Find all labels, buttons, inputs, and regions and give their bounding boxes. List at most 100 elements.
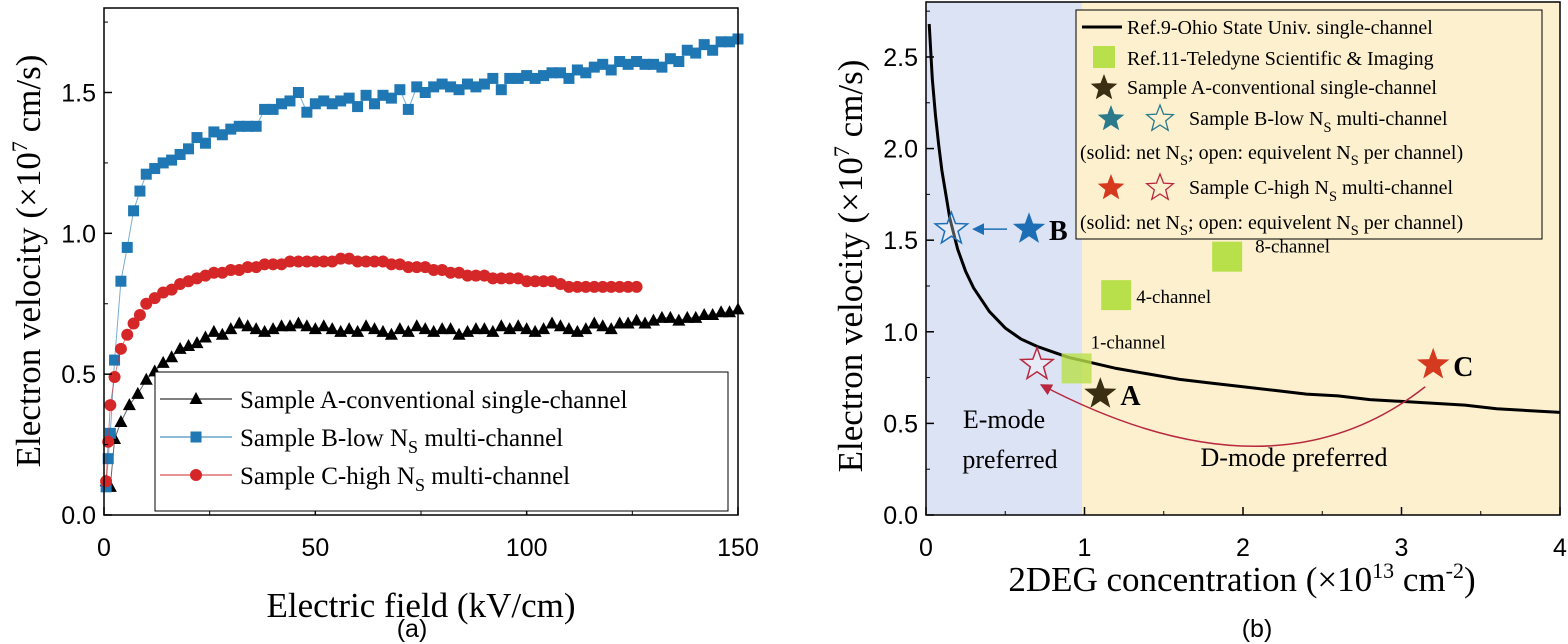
panel-a-series-1-point <box>529 72 541 84</box>
panel-a-series-2-point <box>402 261 415 274</box>
panel-a-series-0-point <box>300 319 314 332</box>
panel-a-series-1-point <box>128 205 140 217</box>
panel-b-y-tick-label: 2.0 <box>883 136 918 164</box>
panel-a-series-0-point <box>249 322 263 335</box>
panel-a-series-1-point <box>495 84 507 96</box>
panel-a-series-2-point <box>309 255 322 268</box>
panel-a-series-2-point <box>588 280 601 293</box>
sample-b-letter: B <box>1049 216 1068 247</box>
panel-a-series-1-point <box>546 67 558 79</box>
panel-a-series-0-point <box>630 313 644 326</box>
panel-a-x-tick-label: 0 <box>97 534 111 562</box>
panel-a-series-1-point <box>402 103 414 115</box>
panel-a-series-0-point <box>486 324 500 337</box>
sample-c-letter: C <box>1453 352 1473 383</box>
panel-b-legend: Ref.9-Ohio State Univ. single-channel Ref… <box>1075 9 1543 240</box>
legend-teledyne-label: Ref.11-Teledyne Scientific & Imaging <box>1127 48 1434 70</box>
teledyne-point-label: 4-channel <box>1136 287 1211 308</box>
panel-a-series-2-point <box>292 255 305 268</box>
panel-a-series-0-point <box>190 336 204 349</box>
panel-a-x-tick-label: 100 <box>506 534 548 562</box>
panel-a-series-1-point <box>166 154 178 166</box>
panel-a-series-0-point <box>342 322 356 335</box>
sample-c-solid-star <box>1417 347 1450 379</box>
panel-b-ticks: 0 1 2 3 4 0.0 0.5 1.0 1.5 2.0 2.5 <box>883 10 1567 562</box>
panel-a-series-1-point <box>233 120 245 132</box>
panel-a-series-1-point <box>394 84 406 96</box>
panel-a-series-2-point <box>562 280 575 293</box>
legend-sample-b-solid-star <box>1097 105 1125 131</box>
panel-a-series-2-point <box>444 266 457 279</box>
panel-a-series-0-point <box>114 415 128 428</box>
panel-a-series-1-point <box>104 427 116 439</box>
panel-a-series-0-point <box>477 322 491 335</box>
panel-a-series-2-point <box>334 252 347 265</box>
panel-a-series-1-point <box>102 453 114 465</box>
panel-a-series-2-point <box>207 266 220 279</box>
panel-a-series-1-point <box>121 241 133 253</box>
teledyne-point <box>1212 241 1243 272</box>
panel-a-series-1-point <box>504 72 516 84</box>
panel-a-series-1-point <box>605 64 617 76</box>
panel-a-series-0-point <box>224 322 238 335</box>
panel-a-series-1-point <box>664 53 676 65</box>
panel-a-series-1-point <box>580 67 592 79</box>
panel-a-series-2-point <box>571 280 584 293</box>
panel-a-series-0-point <box>384 327 398 340</box>
panel-a-series-1-point <box>478 78 490 90</box>
panel-a-legend-label-2: Sample C-high NS multi-channel <box>240 463 570 495</box>
panel-a-x-axis-label: Electric field (kV/cm) <box>266 586 575 625</box>
panel-a-series-2-point <box>529 275 542 288</box>
panel-a-series-2-point <box>503 272 516 285</box>
panel-a-series-2-point <box>605 280 618 293</box>
panel-a-series-0-point <box>562 322 576 335</box>
legend-note-c: (solid: net NS; open: equivelent NS per … <box>1080 212 1463 239</box>
panel-a-series-0-point <box>520 322 534 335</box>
panel-a-series-1-point <box>411 81 423 93</box>
panel-a-caption: (a) <box>397 615 428 643</box>
panel-a-series-1-point <box>335 95 347 107</box>
panel-a-series-0-point <box>122 398 136 411</box>
panel-b-y-tick-label: 0.5 <box>883 410 918 438</box>
panel-a-series-1-point <box>707 44 719 56</box>
panel-a-legend-marker <box>189 392 203 404</box>
panel-a-series-2-point <box>104 399 117 412</box>
panel-a-series-1-point <box>724 36 736 48</box>
panel-a-series-0-point <box>537 322 551 335</box>
panel-a-series-0-point <box>207 324 221 337</box>
panel-a-x-tick-label: 50 <box>301 534 329 562</box>
panel-a-series-0-point <box>418 322 432 335</box>
legend-sample-b-open-star <box>1145 103 1175 132</box>
teledyne-point-label: 8-channel <box>1255 237 1330 258</box>
panel-a-series-0-point <box>545 316 559 329</box>
panel-a-series-1-point <box>698 39 710 51</box>
panel-a-series-2-point <box>241 261 254 274</box>
panel-a-series-2-point <box>368 255 381 268</box>
legend-sample-c-solid-star <box>1097 174 1125 200</box>
panel-b-y-tick-label: 1.5 <box>883 227 918 255</box>
panel-a-series-0-point <box>714 305 728 318</box>
panel-a-series-2-point <box>127 317 140 330</box>
panel-a-series-1-point <box>631 56 643 68</box>
sample-b-solid-star <box>1012 212 1046 243</box>
panel-a-series-1-point <box>614 56 626 68</box>
panel-a-series-2-point <box>469 269 482 282</box>
panel-a-series-2-point <box>461 269 474 282</box>
panel-a-series-2-point <box>267 258 280 271</box>
panel-a-series-1-point <box>538 70 550 82</box>
panel-a-series-2-point <box>520 275 533 288</box>
panel-a-series-2-point <box>100 475 113 488</box>
panel-a-series-0-point <box>444 322 458 335</box>
panel-a-series-1-point <box>461 78 473 90</box>
panel-b-caption: (b) <box>1242 615 1273 643</box>
panel-a-series-1-point <box>267 103 279 115</box>
panel-a-series-0-point <box>579 322 593 335</box>
legend-teledyne-square <box>1093 46 1115 68</box>
panel-a-series-2-point <box>114 342 127 355</box>
e-mode-label-line2: preferred <box>962 445 1057 474</box>
panel-b-y-tick-label: 0.0 <box>883 502 918 530</box>
legend-curve-label: Ref.9-Ohio State Univ. single-channel <box>1127 17 1433 39</box>
panel-a-series-1-point <box>512 72 524 84</box>
panel-a-series-1-point <box>191 132 203 144</box>
